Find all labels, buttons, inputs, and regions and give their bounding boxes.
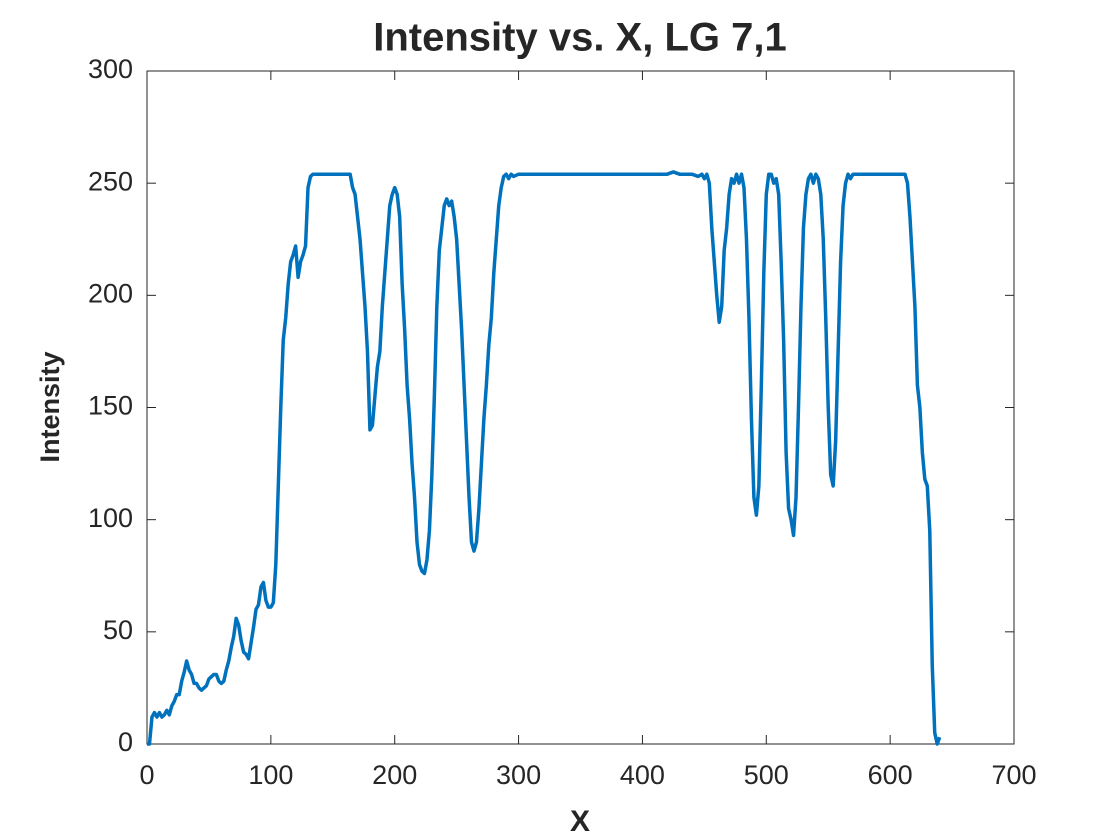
y-tick-label: 250 xyxy=(88,166,133,196)
y-tick-label: 100 xyxy=(88,503,133,533)
x-tick-label: 300 xyxy=(496,760,541,790)
y-tick-label: 50 xyxy=(103,615,133,645)
y-axis-label: Intensity xyxy=(35,351,65,462)
chart-title: Intensity vs. X, LG 7,1 xyxy=(373,16,786,60)
x-tick-label: 200 xyxy=(372,760,417,790)
x-tick-label: 600 xyxy=(868,760,913,790)
x-axis-label: X xyxy=(570,805,590,838)
y-tick-label: 0 xyxy=(118,727,133,757)
x-tick-label: 0 xyxy=(139,760,154,790)
y-tick-label: 200 xyxy=(88,278,133,308)
x-tick-label: 100 xyxy=(248,760,293,790)
x-tick-label: 500 xyxy=(744,760,789,790)
y-tick-label: 300 xyxy=(88,54,133,84)
x-tick-label: 400 xyxy=(620,760,665,790)
x-tick-label: 700 xyxy=(991,760,1036,790)
plot-area xyxy=(146,70,1015,745)
y-tick-label: 150 xyxy=(88,391,133,421)
data-line xyxy=(147,170,942,746)
